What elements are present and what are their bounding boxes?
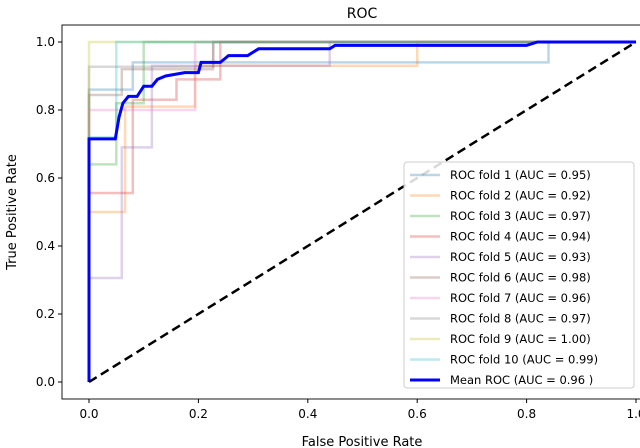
y-axis-label: True Positive Rate xyxy=(5,154,20,271)
x-axis-label: False Positive Rate xyxy=(302,435,423,448)
x-tick-label: 1.0 xyxy=(626,407,640,421)
legend-label: ROC fold 8 (AUC = 0.97) xyxy=(450,312,591,326)
curves xyxy=(87,40,637,384)
legend-label: ROC fold 10 (AUC = 0.99) xyxy=(450,353,598,367)
legend-label: ROC fold 6 (AUC = 0.98) xyxy=(450,271,591,285)
x-tick-label: 0.0 xyxy=(79,407,98,421)
axis-ticks: 0.0 0.2 0.4 0.6 0.8 1.0 0.0 0.2 0.4 0.6 0.8 1.0 xyxy=(36,35,640,421)
legend-label: Mean ROC (AUC = 0.96 ) xyxy=(450,373,593,387)
chart-title: ROC xyxy=(347,6,378,22)
y-tick-label: 0.6 xyxy=(36,171,55,185)
roc-fold-2-line xyxy=(87,40,636,382)
plot-frame xyxy=(61,24,640,400)
legend: ROC fold 1 (AUC = 0.95) ROC fold 2 (AUC =… xyxy=(403,161,635,389)
legend-box xyxy=(403,161,635,389)
x-tick-label: 0.2 xyxy=(189,407,208,421)
x-tick-label: 0.8 xyxy=(517,407,536,421)
y-tick-label: 0.4 xyxy=(36,239,55,253)
roc-fold-4-line xyxy=(87,40,636,382)
legend-label: ROC fold 4 (AUC = 0.94) xyxy=(450,230,591,244)
legend-label: ROC fold 2 (AUC = 0.92) xyxy=(450,189,591,203)
legend-label: ROC fold 1 (AUC = 0.95) xyxy=(450,168,591,182)
legend-label: ROC fold 3 (AUC = 0.97) xyxy=(450,209,591,223)
y-tick-label: 0.2 xyxy=(36,307,55,321)
chance-line xyxy=(88,40,637,384)
y-tick-label: 0.8 xyxy=(36,103,55,117)
mean-roc-line xyxy=(87,40,636,382)
legend-label: ROC fold 7 (AUC = 0.96) xyxy=(450,291,591,305)
y-tick-label: 1.0 xyxy=(36,35,55,49)
legend-label: ROC fold 5 (AUC = 0.93) xyxy=(450,250,591,264)
x-tick-label: 0.4 xyxy=(298,407,317,421)
roc-fold-6-line xyxy=(87,40,636,382)
legend-label: ROC fold 9 (AUC = 1.00) xyxy=(450,332,591,346)
y-tick-label: 0.0 xyxy=(36,375,55,389)
x-tick-label: 0.6 xyxy=(408,407,427,421)
